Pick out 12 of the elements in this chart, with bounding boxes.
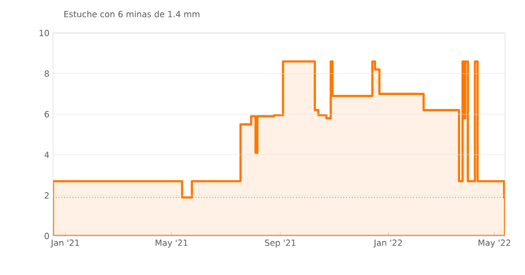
x-tick-label: Jan '21 bbox=[50, 240, 80, 248]
chart-title: Estuche con 6 minas de 1.4 mm bbox=[64, 10, 200, 18]
y-tick-label: 8 bbox=[44, 70, 49, 77]
y-tick-label: 0 bbox=[44, 232, 49, 240]
y-tick-label: 6 bbox=[44, 111, 49, 118]
x-tick-label: May '21 bbox=[156, 240, 188, 248]
y-tick-label: 10 bbox=[40, 30, 49, 36]
x-tick-label: May '22 bbox=[478, 240, 510, 248]
y-tick-label: 2 bbox=[44, 192, 49, 199]
x-tick-label: Jan '22 bbox=[373, 240, 402, 248]
x-tick-label: Sep '21 bbox=[265, 240, 296, 248]
y-tick-label: 4 bbox=[44, 152, 50, 158]
